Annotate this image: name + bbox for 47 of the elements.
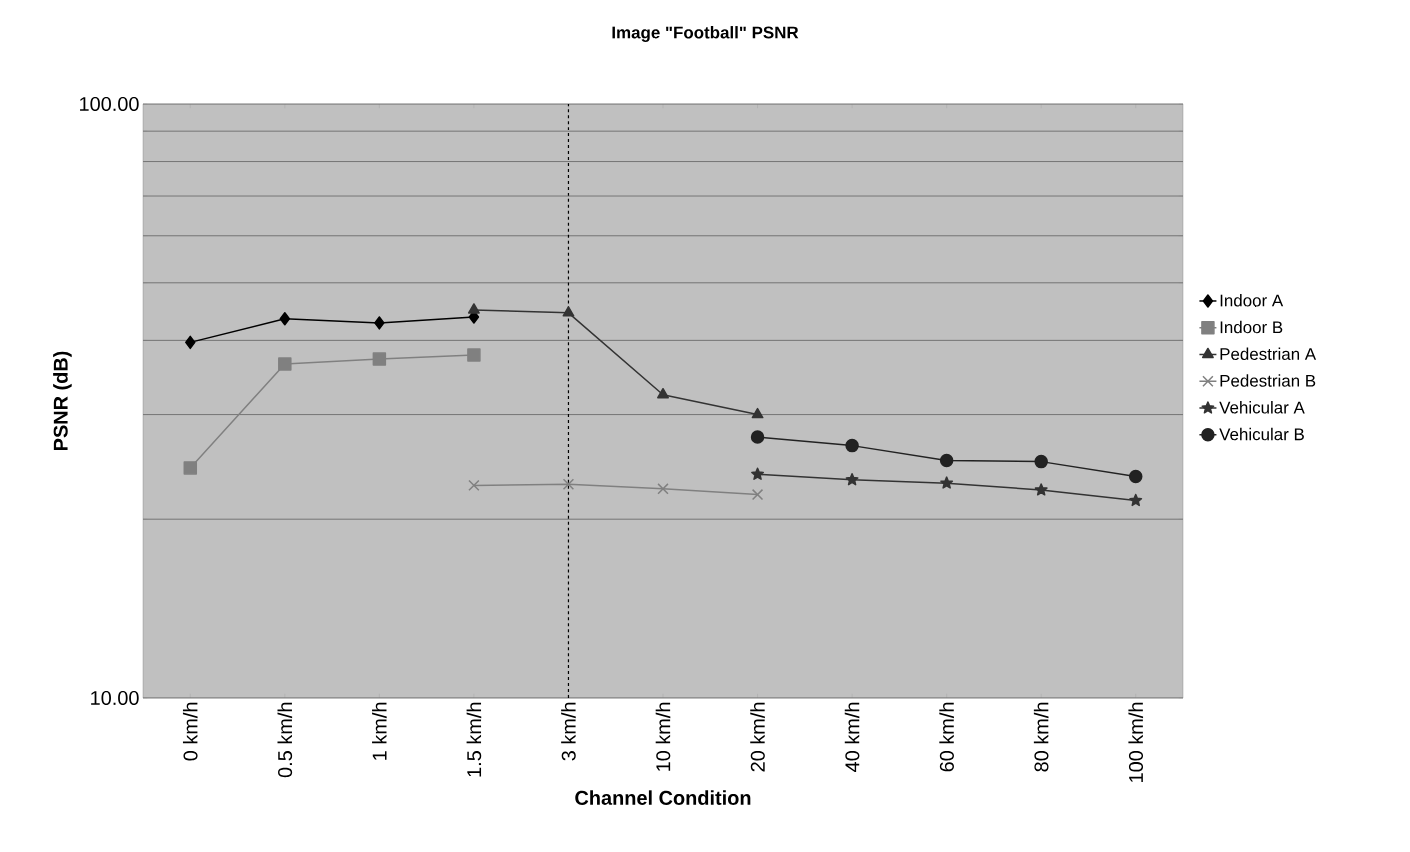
legend-label: Vehicular B: [1219, 427, 1304, 441]
point: [750, 430, 765, 444]
point: [657, 483, 669, 495]
x-tick-label: 20 km/h: [750, 702, 765, 772]
point: [374, 316, 385, 330]
legend-label: Pedestrian A: [1220, 347, 1317, 361]
point: [751, 467, 764, 480]
point: [939, 453, 954, 468]
y-axis-title: PSNR (dB): [53, 351, 72, 451]
x-tick-label: 40 km/h: [844, 702, 860, 772]
point: [279, 311, 291, 326]
point: [185, 335, 196, 350]
y-tick-label: 100.00: [80, 96, 139, 112]
point: [467, 303, 480, 314]
x-axis-title: Channel Condition: [575, 790, 751, 805]
legend-label: Pedestrian B: [1220, 374, 1316, 387]
point: [278, 357, 292, 371]
legend-label: Indoor B: [1220, 320, 1283, 334]
point: [751, 407, 764, 419]
x-tick-label: 10 km/h: [655, 702, 671, 771]
point: [1034, 483, 1048, 496]
point: [467, 348, 481, 362]
point: [183, 461, 198, 475]
point: [468, 479, 480, 492]
x-tick-label: 0 km/h: [182, 702, 198, 761]
point: [372, 352, 387, 366]
point: [845, 438, 859, 453]
point: [1129, 493, 1143, 507]
point: [657, 387, 669, 399]
x-tick-label: 1 km/h: [372, 702, 387, 760]
point: [940, 476, 954, 489]
point: [845, 473, 859, 486]
x-tick-label: 60 km/h: [939, 702, 954, 772]
point: [562, 478, 575, 490]
x-tick-label: 3 km/h: [561, 702, 576, 761]
x-tick-label: 1.5 km/h: [466, 702, 482, 777]
legend-label: Vehicular A: [1219, 401, 1305, 414]
x-tick-label: 80 km/h: [1033, 702, 1049, 772]
point: [562, 306, 575, 317]
y-tick-label: 10.00: [91, 690, 139, 706]
x-tick-label: 0.5 km/h: [277, 702, 293, 778]
point: [1128, 469, 1143, 484]
x-tick-label: 100 km/h: [1128, 702, 1144, 782]
point: [751, 488, 764, 501]
legend-label: Indoor A: [1220, 294, 1284, 307]
chart-title: Image "Football" PSNR: [612, 26, 799, 42]
point: [1034, 454, 1048, 469]
